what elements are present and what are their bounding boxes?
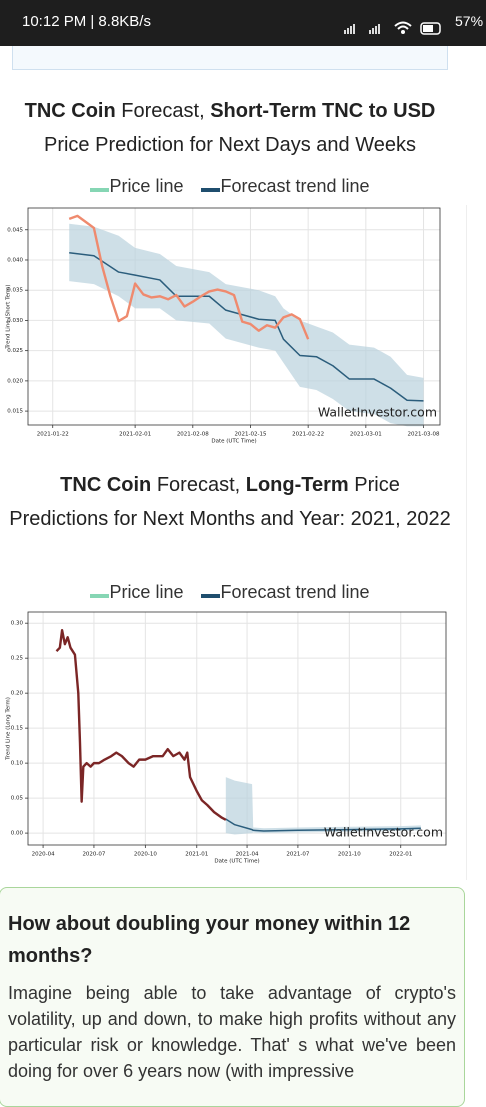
confidence-band (69, 223, 424, 427)
series-line (225, 818, 421, 832)
legend-item: Price line (90, 176, 183, 197)
heading-part: Short-Term TNC to USD (210, 100, 436, 122)
y-tick-label: 0.10 (11, 761, 24, 767)
y-tick-label: 0.045 (7, 227, 23, 233)
x-tick-label: 2021-01-22 (37, 432, 69, 438)
y-axis-label: Trend Line (Long Term) (6, 697, 12, 761)
heading-part: TNC Coin (60, 474, 152, 496)
section-heading: TNC Coin Forecast, Long-Term Price Predi… (8, 468, 452, 536)
battery-level: 57% (455, 13, 484, 29)
info-box-bottom (12, 46, 448, 70)
y-tick-label: 0.040 (7, 257, 23, 263)
watermark: WalletInvestor.com (318, 405, 437, 420)
x-tick-label: 2021-03-01 (350, 432, 382, 438)
status-bar: 10:12 PM | 8.8KB/s 57% (0, 0, 486, 46)
x-tick-label: 2021-07 (286, 852, 309, 858)
legend-item: Forecast trend line (201, 176, 370, 197)
x-tick-label: 2021-02-08 (177, 432, 209, 438)
heading-part: Price Predictions for Next Months and Ye… (9, 474, 451, 530)
legend-swatch (201, 188, 221, 192)
legend-item: Price line (90, 582, 183, 603)
x-tick-label: 2020-07 (82, 852, 105, 858)
x-tick-label: 2021-02-01 (119, 432, 151, 438)
y-tick-label: 0.20 (11, 691, 24, 697)
y-tick-label: 0.05 (11, 796, 24, 802)
y-axis-label: Trend Line (Short Term) (6, 284, 12, 349)
x-tick-label: 2021-01 (185, 852, 208, 858)
legend-swatch (201, 594, 221, 598)
x-axis-label: Date (UTC Time) (211, 439, 256, 445)
plot-frame (27, 207, 441, 426)
x-tick-label: 2020-04 (32, 852, 55, 858)
y-tick-label: 0.015 (7, 409, 23, 415)
y-tick-label: 0.25 (11, 656, 24, 662)
watermark: WalletInvestor.com (324, 825, 443, 840)
y-tick-label: 0.15 (11, 726, 24, 732)
legend-item: Forecast trend line (201, 582, 370, 603)
y-tick-label: 0.00 (11, 831, 24, 837)
series-line (55, 628, 227, 821)
charts: 0.015 0.020 0.025 0.030 0.035 0.040 0.045 2021-… (6, 207, 447, 865)
promo-text: Imagine being able to take advantage of … (8, 983, 456, 1081)
legend-swatch (90, 594, 110, 598)
legend: Price line Forecast trend line (0, 582, 460, 603)
legend-swatch (90, 188, 110, 192)
y-tick-label: 0.30 (11, 621, 24, 627)
plot-frame (27, 611, 447, 846)
status-icons (344, 21, 441, 35)
x-tick-label: 2021-10 (338, 852, 361, 858)
series-line (69, 251, 424, 402)
legend-label: Price line (109, 582, 184, 602)
status-time: 10:12 PM | 8.8KB/s (22, 13, 151, 30)
x-tick-label: 2022-01 (389, 852, 412, 858)
legend: Price line Forecast trend line (0, 176, 460, 197)
y-tick-label: 0.035 (7, 288, 23, 294)
legend-label: Forecast trend line (220, 176, 370, 196)
heading-part: Forecast, (115, 100, 211, 122)
legend-label: Price line (109, 176, 184, 196)
x-tick-label: 2021-02-15 (234, 432, 266, 438)
x-tick-label: 2021-03-08 (408, 432, 440, 438)
y-tick-label: 0.030 (7, 318, 23, 324)
heading-part: Price Prediction for Next Days and Weeks (43, 134, 416, 156)
section-heading: TNC Coin Forecast, Short-Term TNC to USD… (8, 94, 452, 162)
x-tick-label: 2021-04 (236, 852, 259, 858)
promo-title: How about doubling your money within 12 … (8, 913, 411, 967)
promo-box: How about doubling your money within 12 … (0, 887, 465, 1107)
x-tick-label: 2020-10 (134, 852, 157, 858)
divider (466, 205, 467, 880)
x-tick-label: 2021-02-22 (292, 432, 324, 438)
y-tick-label: 0.025 (7, 348, 23, 354)
series-line (68, 214, 310, 340)
y-tick-label: 0.020 (7, 378, 23, 384)
heading-part: Forecast, (151, 474, 246, 496)
heading-part: TNC Coin (24, 100, 116, 122)
x-axis-label: Date (UTC Time) (214, 859, 259, 865)
heading-part: Long-Term (245, 474, 349, 496)
legend-label: Forecast trend line (220, 582, 370, 602)
